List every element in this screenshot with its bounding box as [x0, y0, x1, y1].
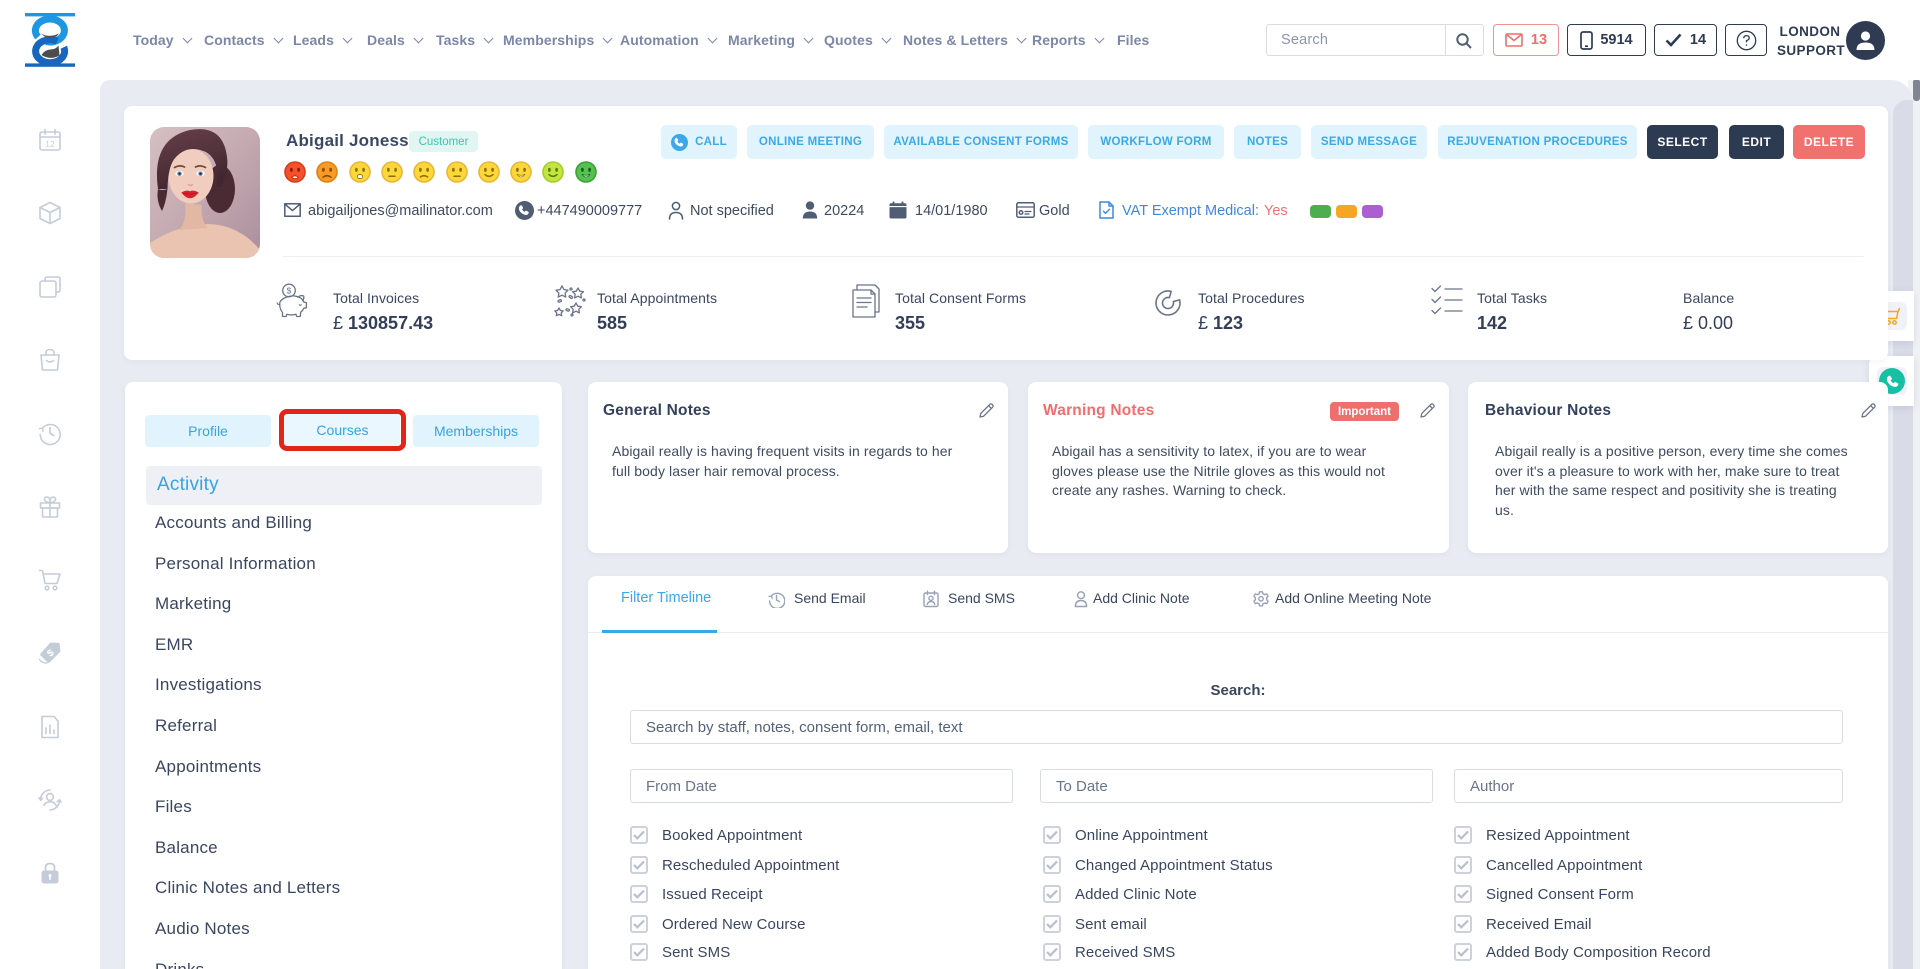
svg-text:$: $ [287, 286, 292, 296]
svg-text:$: $ [45, 647, 57, 659]
svg-text:12: 12 [45, 139, 55, 149]
